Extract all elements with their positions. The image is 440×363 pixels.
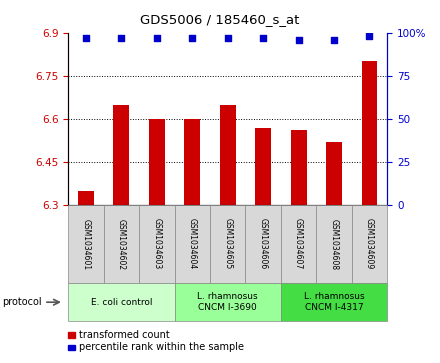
Text: GSM1034605: GSM1034605	[223, 219, 232, 270]
Bar	[326, 142, 342, 205]
Text: E. coli control: E. coli control	[91, 298, 152, 307]
Text: percentile rank within the sample: percentile rank within the sample	[79, 342, 244, 352]
Bar	[290, 130, 307, 205]
Text: GSM1034608: GSM1034608	[330, 219, 338, 270]
Bar	[220, 105, 236, 205]
Text: transformed count: transformed count	[79, 330, 170, 340]
Text: GSM1034601: GSM1034601	[81, 219, 91, 270]
Text: GSM1034604: GSM1034604	[188, 219, 197, 270]
Point	[330, 37, 337, 42]
Point	[118, 35, 125, 41]
Text: GSM1034606: GSM1034606	[259, 219, 268, 270]
Point	[189, 35, 196, 41]
Point	[366, 33, 373, 39]
Text: GSM1034603: GSM1034603	[152, 219, 161, 270]
Point	[260, 35, 267, 41]
Point	[82, 35, 89, 41]
Point	[295, 37, 302, 42]
Text: GSM1034609: GSM1034609	[365, 219, 374, 270]
Bar	[78, 191, 94, 205]
Bar	[184, 119, 200, 205]
Text: protocol: protocol	[2, 297, 42, 307]
Text: GSM1034602: GSM1034602	[117, 219, 126, 270]
Text: L. rhamnosus
CNCM I-3690: L. rhamnosus CNCM I-3690	[198, 293, 258, 312]
Bar	[255, 127, 271, 205]
Point	[153, 35, 160, 41]
Bar	[114, 105, 129, 205]
Bar	[149, 119, 165, 205]
Text: L. rhamnosus
CNCM I-4317: L. rhamnosus CNCM I-4317	[304, 293, 364, 312]
Bar	[362, 61, 378, 205]
Point	[224, 35, 231, 41]
Text: GSM1034607: GSM1034607	[294, 219, 303, 270]
Text: GDS5006 / 185460_s_at: GDS5006 / 185460_s_at	[140, 13, 300, 26]
